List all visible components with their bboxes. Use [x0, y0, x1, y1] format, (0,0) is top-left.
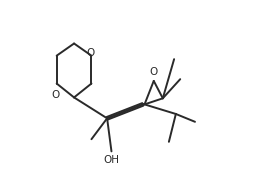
Text: O: O	[52, 90, 60, 100]
Text: O: O	[149, 67, 157, 77]
Text: OH: OH	[103, 155, 120, 165]
Text: O: O	[87, 48, 95, 58]
